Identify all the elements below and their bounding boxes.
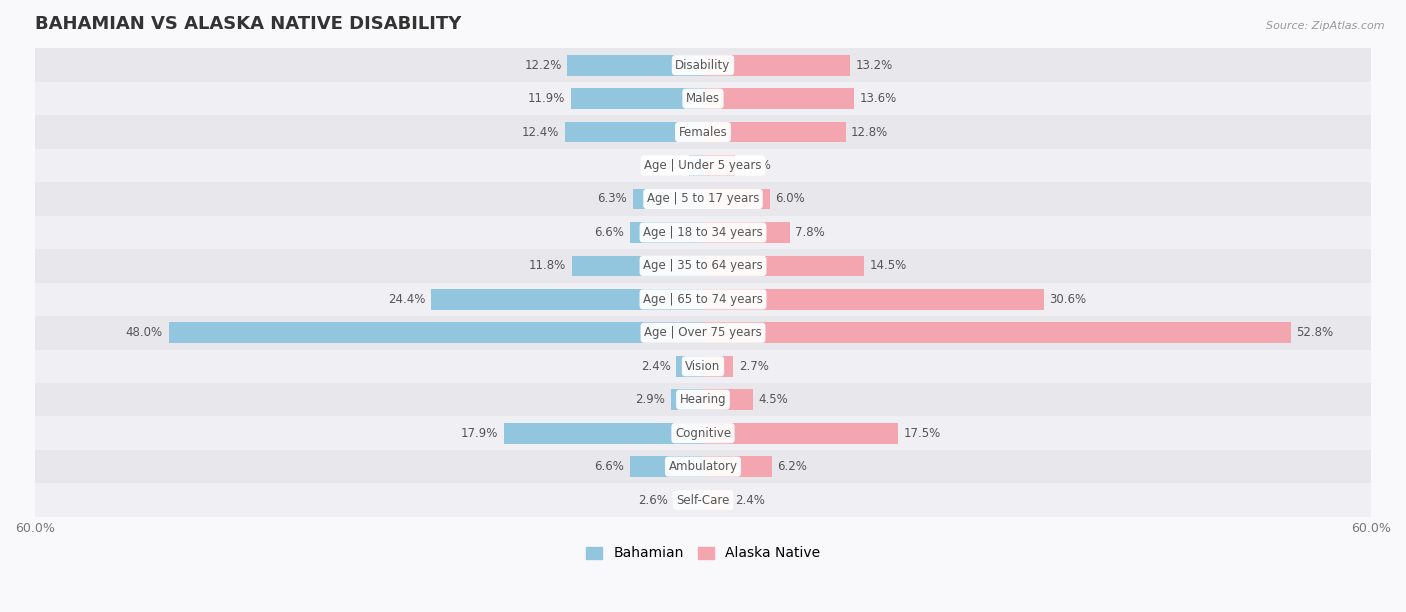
Bar [703, 289, 1043, 310]
Text: 13.6%: 13.6% [860, 92, 897, 105]
Text: 7.8%: 7.8% [796, 226, 825, 239]
Text: BAHAMIAN VS ALASKA NATIVE DISABILITY: BAHAMIAN VS ALASKA NATIVE DISABILITY [35, 15, 461, 33]
Text: Age | Over 75 years: Age | Over 75 years [644, 326, 762, 339]
Bar [503, 423, 703, 444]
Text: 2.9%: 2.9% [636, 393, 665, 406]
Text: 48.0%: 48.0% [127, 326, 163, 339]
Text: 2.4%: 2.4% [735, 493, 765, 507]
Text: 24.4%: 24.4% [388, 293, 426, 306]
Text: Age | Under 5 years: Age | Under 5 years [644, 159, 762, 172]
Text: 12.2%: 12.2% [524, 59, 561, 72]
Bar [35, 450, 1371, 483]
Text: 2.7%: 2.7% [738, 360, 769, 373]
Bar [630, 222, 703, 243]
Bar [35, 283, 1371, 316]
Text: 11.9%: 11.9% [527, 92, 565, 105]
Text: 2.9%: 2.9% [741, 159, 770, 172]
Bar [35, 416, 1371, 450]
Text: 12.8%: 12.8% [851, 125, 889, 138]
Bar [35, 483, 1371, 517]
Legend: Bahamian, Alaska Native: Bahamian, Alaska Native [579, 541, 827, 566]
Text: 6.6%: 6.6% [595, 460, 624, 473]
Bar [35, 82, 1371, 115]
Bar [35, 215, 1371, 249]
Bar [703, 122, 845, 143]
Text: 17.5%: 17.5% [904, 427, 941, 439]
Text: 2.4%: 2.4% [641, 360, 671, 373]
Text: 6.6%: 6.6% [595, 226, 624, 239]
Text: 2.6%: 2.6% [638, 493, 668, 507]
Bar [703, 423, 898, 444]
Bar [35, 182, 1371, 215]
Text: 1.3%: 1.3% [654, 159, 683, 172]
Text: 11.8%: 11.8% [529, 259, 567, 272]
Bar [703, 222, 790, 243]
Bar [572, 256, 703, 276]
Bar [703, 256, 865, 276]
Text: Self-Care: Self-Care [676, 493, 730, 507]
Text: Females: Females [679, 125, 727, 138]
Text: 4.5%: 4.5% [759, 393, 789, 406]
Text: Males: Males [686, 92, 720, 105]
Bar [432, 289, 703, 310]
Text: Disability: Disability [675, 59, 731, 72]
Bar [703, 323, 1291, 343]
Text: Age | 18 to 34 years: Age | 18 to 34 years [643, 226, 763, 239]
Bar [633, 188, 703, 209]
Text: Age | 65 to 74 years: Age | 65 to 74 years [643, 293, 763, 306]
Text: 30.6%: 30.6% [1049, 293, 1087, 306]
Bar [571, 88, 703, 109]
Bar [703, 88, 855, 109]
Bar [35, 349, 1371, 383]
Bar [35, 383, 1371, 416]
Text: 13.2%: 13.2% [855, 59, 893, 72]
Text: Cognitive: Cognitive [675, 427, 731, 439]
Bar [689, 155, 703, 176]
Text: Vision: Vision [685, 360, 721, 373]
Bar [703, 456, 772, 477]
Text: Age | 5 to 17 years: Age | 5 to 17 years [647, 193, 759, 206]
Text: Ambulatory: Ambulatory [668, 460, 738, 473]
Bar [703, 490, 730, 510]
Bar [703, 389, 754, 410]
Text: 52.8%: 52.8% [1296, 326, 1333, 339]
Text: Source: ZipAtlas.com: Source: ZipAtlas.com [1267, 21, 1385, 31]
Bar [673, 490, 703, 510]
Bar [676, 356, 703, 376]
Bar [703, 55, 851, 75]
Bar [35, 249, 1371, 283]
Bar [630, 456, 703, 477]
Bar [671, 389, 703, 410]
Bar [35, 115, 1371, 149]
Bar [703, 356, 733, 376]
Text: 17.9%: 17.9% [461, 427, 498, 439]
Text: 6.2%: 6.2% [778, 460, 807, 473]
Bar [169, 323, 703, 343]
Bar [567, 55, 703, 75]
Text: 12.4%: 12.4% [522, 125, 560, 138]
Text: 14.5%: 14.5% [870, 259, 907, 272]
Bar [35, 316, 1371, 349]
Text: Hearing: Hearing [679, 393, 727, 406]
Bar [35, 149, 1371, 182]
Text: 6.3%: 6.3% [598, 193, 627, 206]
Bar [703, 155, 735, 176]
Text: 6.0%: 6.0% [775, 193, 806, 206]
Text: Age | 35 to 64 years: Age | 35 to 64 years [643, 259, 763, 272]
Bar [35, 48, 1371, 82]
Bar [565, 122, 703, 143]
Bar [703, 188, 770, 209]
